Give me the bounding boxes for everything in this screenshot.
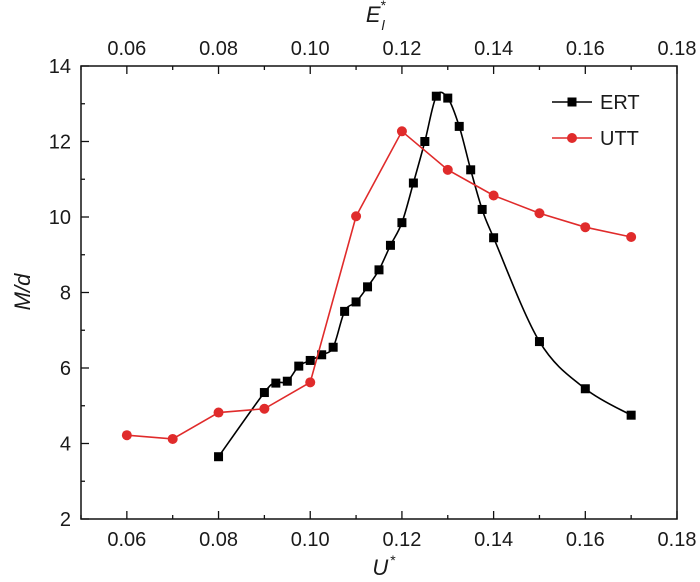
point-ert bbox=[328, 342, 338, 352]
point-ert bbox=[580, 384, 590, 394]
point-ert bbox=[408, 178, 418, 188]
point-utt bbox=[488, 190, 499, 201]
y-tick-label: 6 bbox=[60, 358, 71, 380]
point-ert bbox=[454, 121, 464, 131]
x-tick-label-bottom: 0.12 bbox=[382, 529, 421, 551]
point-ert bbox=[534, 337, 544, 347]
y-tick-label: 2 bbox=[60, 509, 71, 531]
point-ert bbox=[214, 452, 224, 462]
x-tick-label-bottom: 0.06 bbox=[107, 529, 146, 551]
series-line-utt bbox=[126, 130, 632, 440]
x-tick-label-bottom: 0.16 bbox=[566, 529, 605, 551]
point-utt bbox=[121, 430, 132, 441]
point-utt bbox=[580, 222, 591, 233]
x-tick-label-top: 0.18 bbox=[658, 38, 697, 60]
point-utt bbox=[351, 211, 362, 222]
x-tick-label-top: 0.16 bbox=[566, 38, 605, 60]
point-ert bbox=[271, 378, 281, 388]
point-ert bbox=[294, 361, 304, 371]
point-utt bbox=[534, 208, 545, 219]
legend: ERT UTT bbox=[552, 92, 640, 150]
point-ert bbox=[420, 137, 430, 146]
point-ert bbox=[374, 265, 384, 275]
series-layer bbox=[121, 91, 637, 462]
y-tick-label: 10 bbox=[49, 207, 71, 229]
point-utt bbox=[213, 407, 224, 418]
legend-marker-utt bbox=[567, 133, 577, 143]
x-tick-label-bottom: 0.14 bbox=[474, 529, 513, 551]
point-ert bbox=[282, 376, 292, 386]
point-ert bbox=[259, 388, 269, 398]
x-tick-label-bottom: 0.18 bbox=[658, 529, 697, 551]
axis-ticks bbox=[80, 65, 678, 520]
tick-labels: 0.06 0.06 0.08 0.08 0.10 0.10 0.12 0.12 0.14 0.14… bbox=[49, 38, 697, 551]
y-axis-title: M/d bbox=[10, 273, 35, 310]
point-ert bbox=[340, 306, 350, 316]
point-ert bbox=[305, 355, 315, 365]
legend-label-ert: ERT bbox=[600, 92, 640, 114]
point-ert bbox=[626, 410, 636, 420]
x-tick-label-bottom: 0.08 bbox=[199, 529, 238, 551]
point-utt bbox=[626, 232, 637, 243]
series-line-ert bbox=[217, 91, 632, 458]
point-utt bbox=[305, 377, 316, 388]
point-ert bbox=[397, 218, 407, 228]
y-tick-label: 14 bbox=[49, 56, 71, 78]
y-tick-label: 4 bbox=[60, 434, 71, 456]
point-utt bbox=[442, 164, 453, 175]
point-ert bbox=[351, 297, 361, 307]
legend-marker-ert bbox=[567, 97, 577, 107]
x-tick-label-top: 0.06 bbox=[107, 38, 146, 60]
point-ert bbox=[385, 240, 395, 250]
x-tick-label-top: 0.14 bbox=[474, 38, 513, 60]
x-tick-label-bottom: 0.10 bbox=[291, 529, 330, 551]
point-ert bbox=[317, 350, 327, 360]
y-tick-label: 8 bbox=[60, 283, 71, 305]
point-ert bbox=[477, 204, 487, 214]
point-utt bbox=[167, 433, 178, 444]
x-tick-label-top: 0.08 bbox=[199, 38, 238, 60]
point-utt bbox=[396, 126, 407, 137]
plot-frame bbox=[80, 65, 678, 520]
point-ert bbox=[431, 91, 441, 101]
x-tick-label-top: 0.10 bbox=[291, 38, 330, 60]
point-ert bbox=[363, 282, 373, 292]
point-ert bbox=[489, 233, 499, 243]
x-axis-title: U * bbox=[372, 552, 396, 580]
x-tick-label-top: 0.12 bbox=[382, 38, 421, 60]
point-ert bbox=[466, 165, 476, 175]
point-ert bbox=[443, 93, 453, 103]
legend-label-utt: UTT bbox=[600, 128, 639, 150]
y-tick-label: 12 bbox=[49, 132, 71, 154]
top-axis-title: El* bbox=[366, 0, 387, 33]
point-utt bbox=[259, 403, 270, 414]
